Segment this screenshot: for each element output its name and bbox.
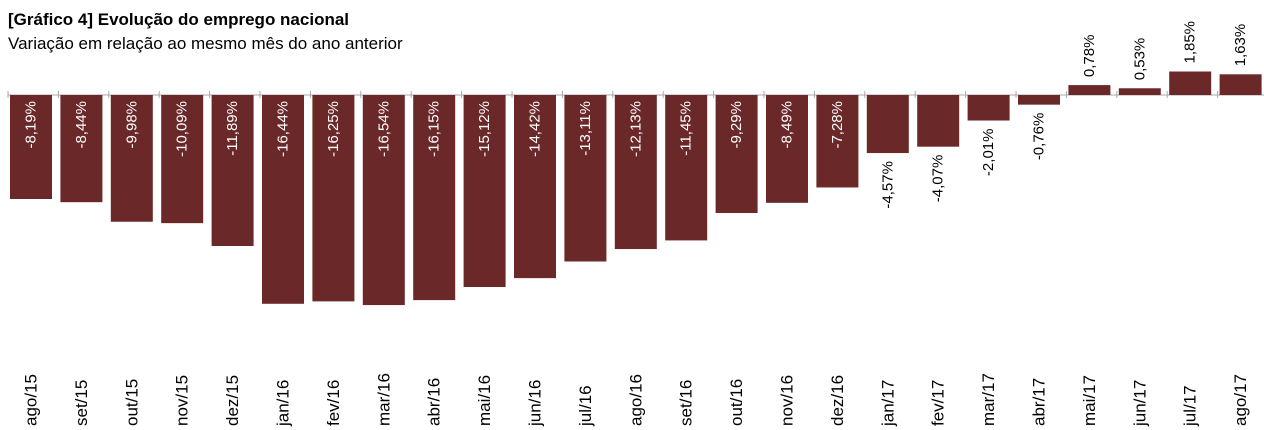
category-label: mai/16 [475,375,494,426]
bar [514,95,556,279]
category-label: mai/17 [1080,375,1099,426]
data-label: -11,45% [678,101,695,156]
bar [161,95,204,224]
bar [665,95,708,241]
chart-title: [Gráfico 4] Evolução do emprego nacional [8,10,350,29]
bar [816,95,859,188]
data-label: -8,19% [23,101,40,149]
data-label: -9,98% [123,101,140,149]
bar [362,95,405,306]
category-label: jan/16 [274,380,293,427]
bar [715,95,758,213]
bar [10,95,52,200]
category-label: nov/16 [778,375,797,426]
bar [614,95,657,250]
data-label: -12,13% [627,101,644,157]
data-label: 0,53% [1131,38,1148,81]
category-label: jun/17 [1130,380,1149,427]
bar [60,95,103,203]
category-label: out/15 [122,379,141,426]
data-label: -7,28% [829,101,846,149]
bar [967,95,1010,121]
category-label: ago/17 [1231,374,1250,426]
bar [211,95,254,247]
bar [564,95,607,262]
bar [463,95,506,288]
bar [1169,71,1212,95]
category-label: jul/16 [576,385,595,427]
data-label: -8,44% [73,101,90,149]
data-label: 0,78% [1081,35,1098,78]
category-label: out/16 [727,379,746,426]
bar [312,95,355,302]
data-label: -16,44% [275,101,292,157]
data-label: -16,15% [426,101,443,157]
category-label: fev/17 [929,380,948,426]
data-label: -8,49% [779,101,796,149]
bar [866,95,909,154]
bar [262,95,304,304]
bar [413,95,456,301]
data-label: -0,76% [1031,113,1048,161]
category-label: dez/15 [223,375,242,426]
data-label: -4,57% [879,161,896,209]
category-label: ago/15 [22,374,41,426]
data-label: -16,54% [375,101,392,157]
bar [1219,74,1262,95]
bar [1068,85,1111,95]
category-label: abr/17 [1030,378,1049,426]
category-label: ago/16 [626,374,645,426]
data-label: -16,25% [325,101,342,157]
data-label: 1,63% [1232,24,1249,67]
category-label: mar/17 [979,373,998,426]
data-label: -4,07% [930,155,947,203]
data-label: 1,85% [1182,21,1199,64]
category-label: jul/17 [1181,385,1200,427]
chart-subtitle: Variação em relação ao mesmo mês do ano … [8,34,403,53]
category-label: jan/17 [878,380,897,427]
bar [917,95,960,147]
data-label: -14,42% [527,101,544,157]
bar [766,95,808,203]
category-label: abr/16 [425,378,444,426]
data-label: -11,89% [224,101,241,156]
category-label: dez/16 [828,375,847,426]
data-label: -2,01% [980,129,997,177]
bar [110,95,153,222]
category-label: mar/16 [374,373,393,426]
category-label: fev/16 [324,380,343,426]
data-label: -13,11% [577,101,594,156]
data-label: -10,09% [174,101,191,157]
category-label: set/16 [677,380,696,426]
category-label: jun/16 [526,380,545,427]
bar [1118,88,1161,95]
category-label: nov/15 [173,375,192,426]
data-label: -9,29% [728,101,745,149]
data-label: -15,12% [476,101,493,157]
bar [1018,95,1060,105]
category-label: set/15 [72,380,91,426]
